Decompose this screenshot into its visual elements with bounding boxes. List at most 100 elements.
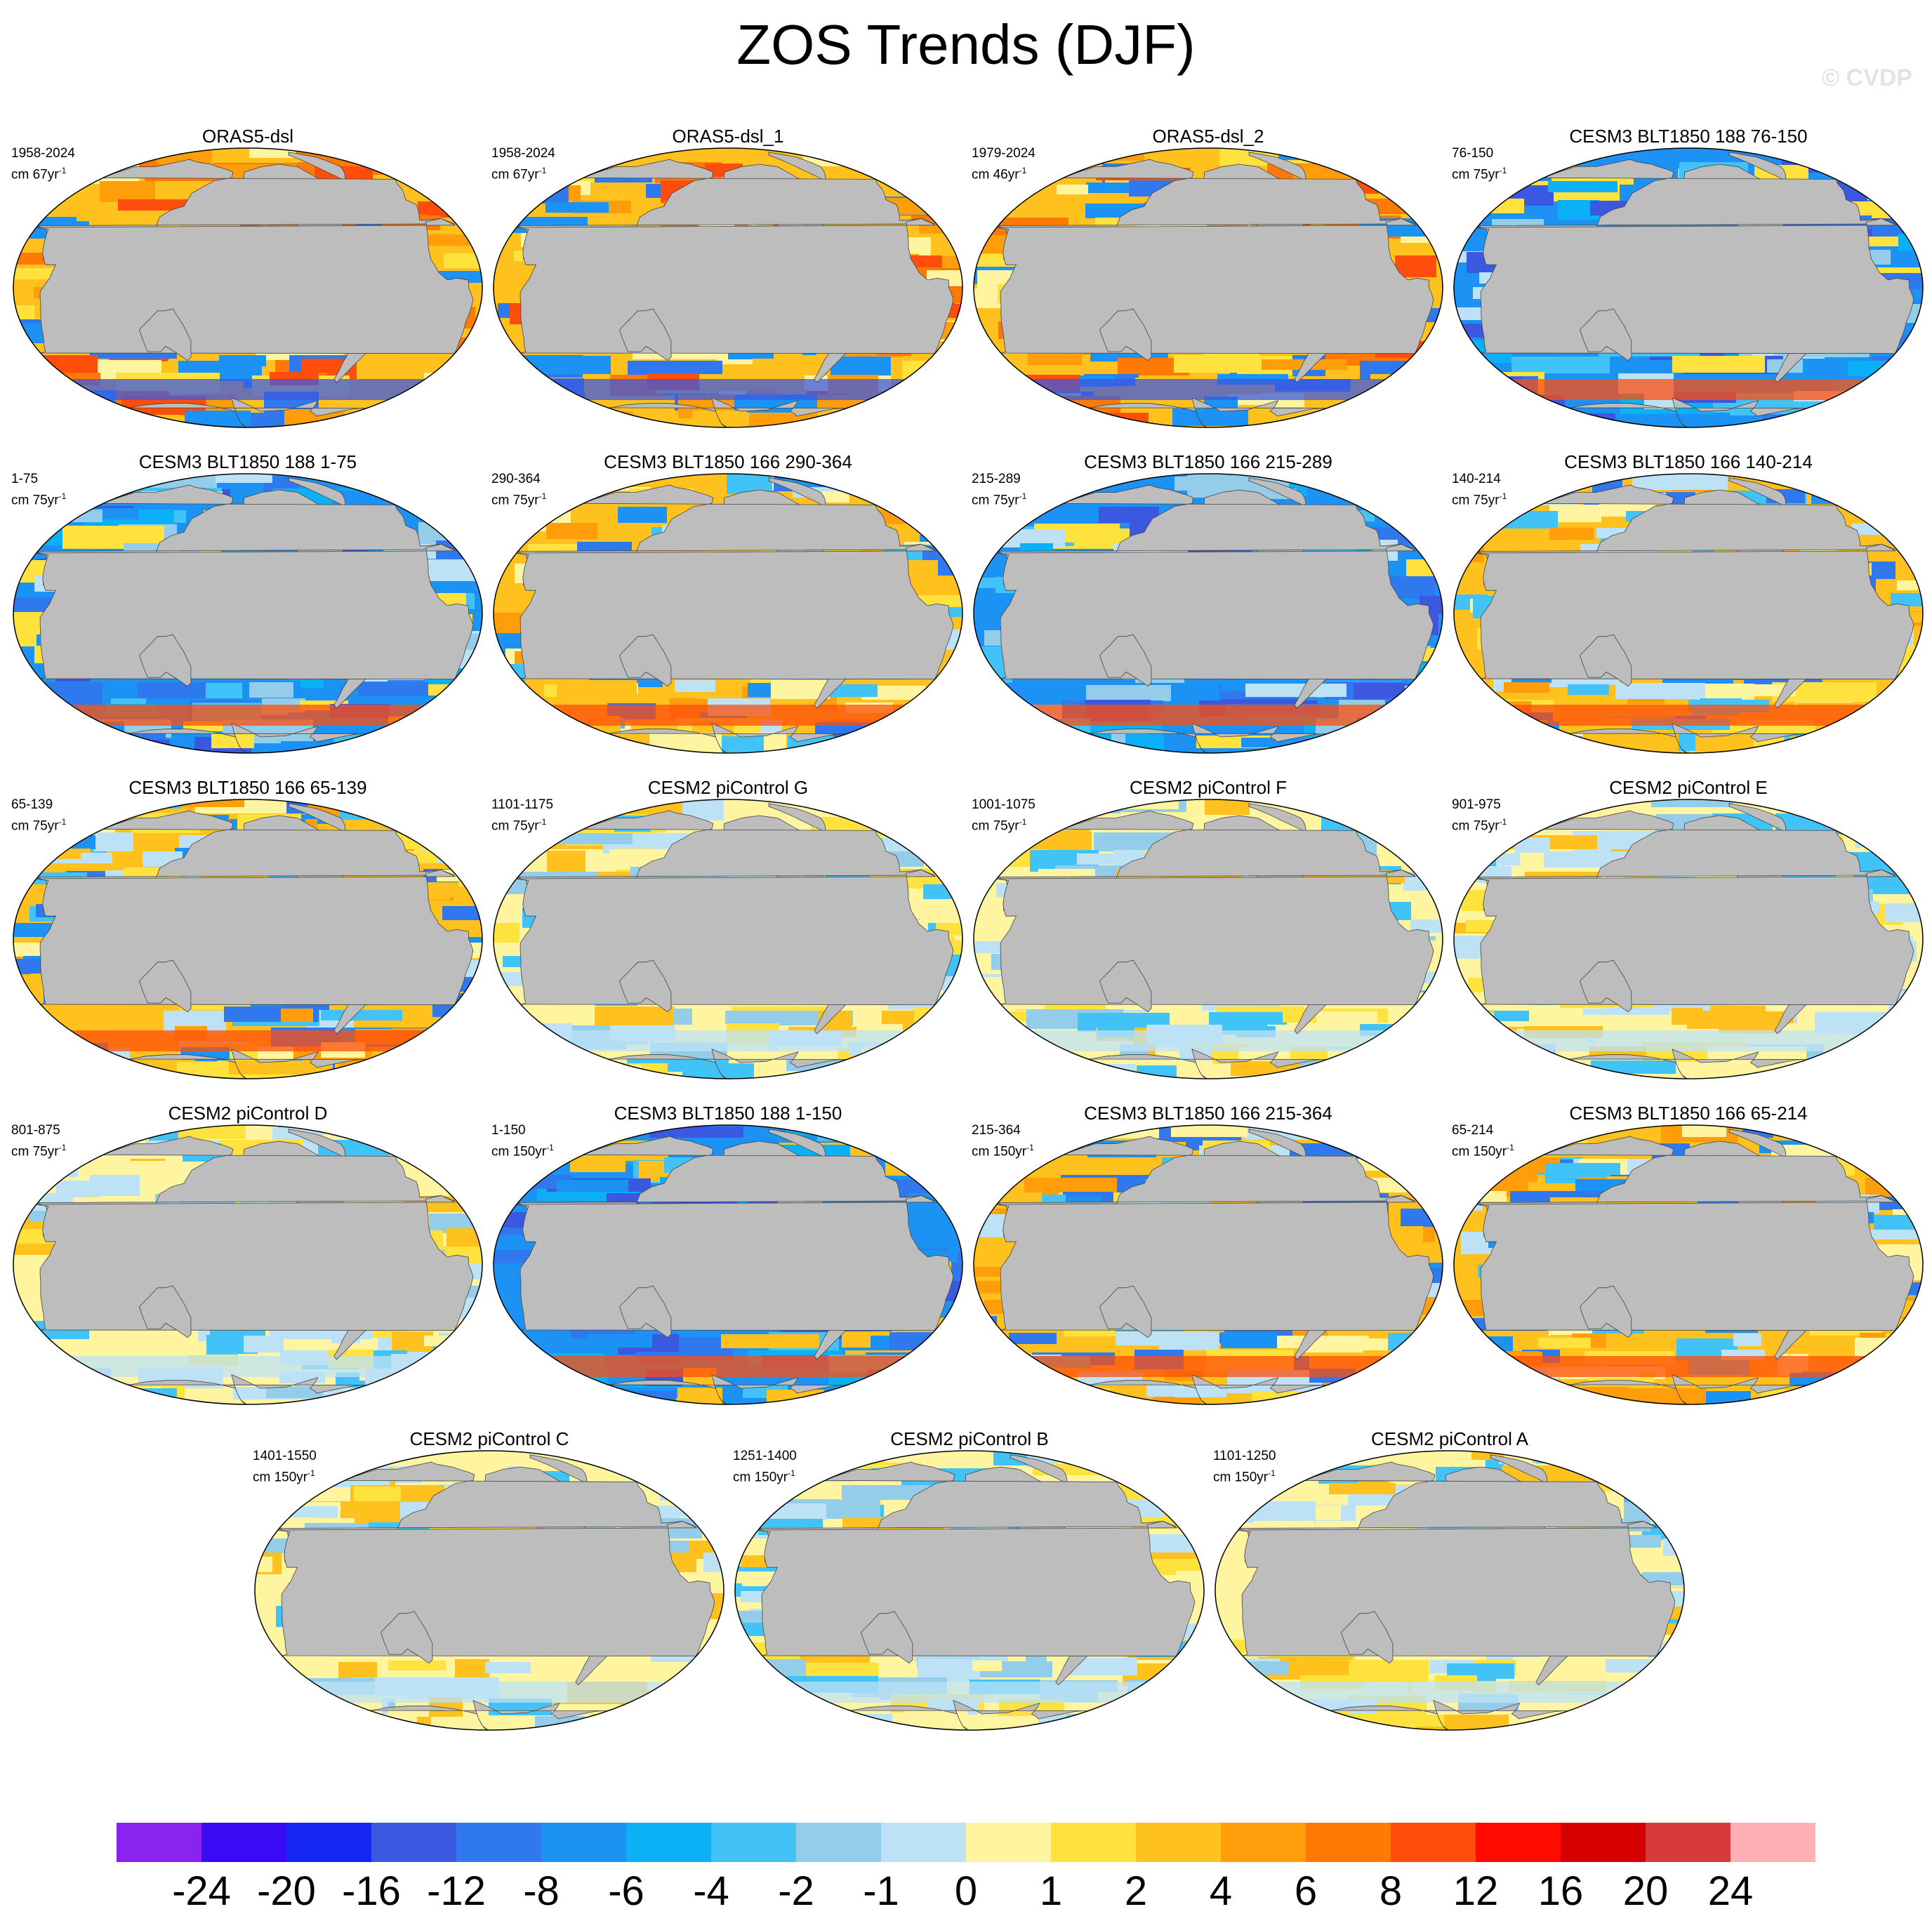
trend-patch <box>46 394 106 413</box>
panel-title: CESM2 piControl E <box>1609 777 1768 798</box>
southern-ocean-band <box>13 1030 482 1051</box>
trend-patch <box>1872 1061 1923 1077</box>
trend-patch <box>1410 919 1443 933</box>
map-border <box>1453 147 1924 428</box>
trend-patch <box>1873 377 1923 387</box>
trend-patch <box>255 1451 315 1463</box>
trend-patch <box>668 1469 724 1480</box>
panel-title: CESM2 piControl D <box>168 1103 328 1124</box>
trend-patch <box>974 818 1050 835</box>
colorbar-tick-label: 1 <box>1039 1868 1063 1914</box>
trend-patch <box>1672 356 1765 373</box>
trend-patch <box>1372 1125 1423 1144</box>
trend-patch <box>211 733 254 748</box>
trend-patch <box>1344 1715 1444 1727</box>
map-panel: CESM2 piControl E 901-975 cm 75yr-1 <box>1446 776 1931 1092</box>
trend-patch <box>281 1009 313 1022</box>
trend-patch <box>1891 593 1923 606</box>
trend-patch <box>746 1503 826 1520</box>
trend-patch <box>1608 1710 1684 1722</box>
trend-patch <box>138 682 206 698</box>
trend-patch <box>1375 493 1443 512</box>
trend-patch <box>1205 799 1250 815</box>
panel-units: cm 75yr-1 <box>491 817 547 834</box>
trend-patch <box>1894 166 1923 188</box>
trend-patch <box>1607 1388 1706 1404</box>
southern-ocean-band <box>13 705 482 726</box>
trend-patch <box>735 1488 755 1510</box>
landmass <box>127 1049 366 1079</box>
trend-patch <box>1886 1334 1923 1350</box>
panel-period: 290-364 <box>491 472 541 486</box>
southern-ocean-band <box>13 379 482 400</box>
map-panel: CESM3 BLT1850 166 65-214 65-214 cm 150yr-1 <box>1446 1102 1931 1418</box>
trend-patch <box>735 1661 762 1675</box>
trend-patch <box>1864 183 1923 200</box>
trend-patch <box>908 167 954 189</box>
trend-patch <box>494 1127 578 1146</box>
trend-patch <box>1882 833 1923 847</box>
trend-patch <box>494 1043 563 1063</box>
trend-patch <box>1383 487 1443 497</box>
trend-patch <box>1637 1694 1675 1715</box>
landmass <box>1248 803 1306 833</box>
world-map <box>493 473 963 754</box>
landmass <box>139 308 192 361</box>
trend-patch <box>1454 1336 1513 1355</box>
trend-patch <box>509 701 539 724</box>
landmass <box>995 218 1434 354</box>
trend-patch <box>1375 509 1413 526</box>
trend-patch <box>1472 1145 1502 1168</box>
trend-patch <box>998 506 1099 526</box>
trend-patch <box>1347 410 1410 425</box>
landmass <box>1580 308 1632 361</box>
trend-patch <box>1014 1125 1106 1139</box>
trend-patch <box>578 1391 676 1404</box>
trend-patch <box>503 148 585 161</box>
trend-patch <box>1454 149 1490 162</box>
trend-patch <box>494 1369 536 1384</box>
trend-patch <box>1464 799 1519 811</box>
trend-patch <box>547 851 585 872</box>
panel-period: 140-214 <box>1452 472 1501 486</box>
panel-period: 901-975 <box>1452 797 1501 812</box>
panel-units: cm 67yr-1 <box>491 166 547 182</box>
trend-patch <box>512 739 593 753</box>
southern-ocean-band <box>494 1030 962 1051</box>
trend-patch <box>536 799 628 818</box>
colorbar-swatch <box>1221 1823 1306 1862</box>
landmass <box>1728 803 1787 833</box>
southern-ocean-band <box>974 379 1443 400</box>
trend-patch <box>1542 474 1611 485</box>
colorbar-tick-label: 0 <box>954 1868 978 1914</box>
trend-patch <box>1176 1571 1204 1585</box>
colorbar-swatch <box>201 1823 287 1862</box>
trend-patch <box>528 475 575 491</box>
trend-patch <box>439 1023 479 1039</box>
world-map <box>973 473 1443 754</box>
landmass <box>1099 634 1152 687</box>
trend-patch <box>914 1007 962 1023</box>
trend-patch <box>915 474 962 489</box>
panel-period: 76-150 <box>1452 146 1494 161</box>
trend-patch <box>428 886 476 897</box>
trend-patch <box>1373 148 1427 166</box>
trend-patch <box>1396 510 1443 533</box>
trend-patch <box>1479 733 1583 753</box>
trend-patch <box>1815 1012 1905 1033</box>
trend-patch <box>923 884 962 899</box>
southern-ocean-band <box>494 705 962 726</box>
trend-patch <box>892 474 961 490</box>
panel-title: CESM3 BLT1850 166 65-139 <box>128 777 367 798</box>
trend-patch <box>927 525 962 539</box>
trend-patch <box>1895 358 1923 371</box>
trend-patch <box>388 1661 446 1670</box>
world-map <box>13 147 483 428</box>
world-map <box>254 1450 724 1731</box>
trend-patch <box>399 1126 482 1146</box>
trend-patch <box>441 148 482 161</box>
trend-patch <box>450 816 482 830</box>
trend-patch <box>1405 686 1443 696</box>
trend-patch <box>931 819 962 842</box>
colorbar-swatch <box>966 1823 1052 1862</box>
